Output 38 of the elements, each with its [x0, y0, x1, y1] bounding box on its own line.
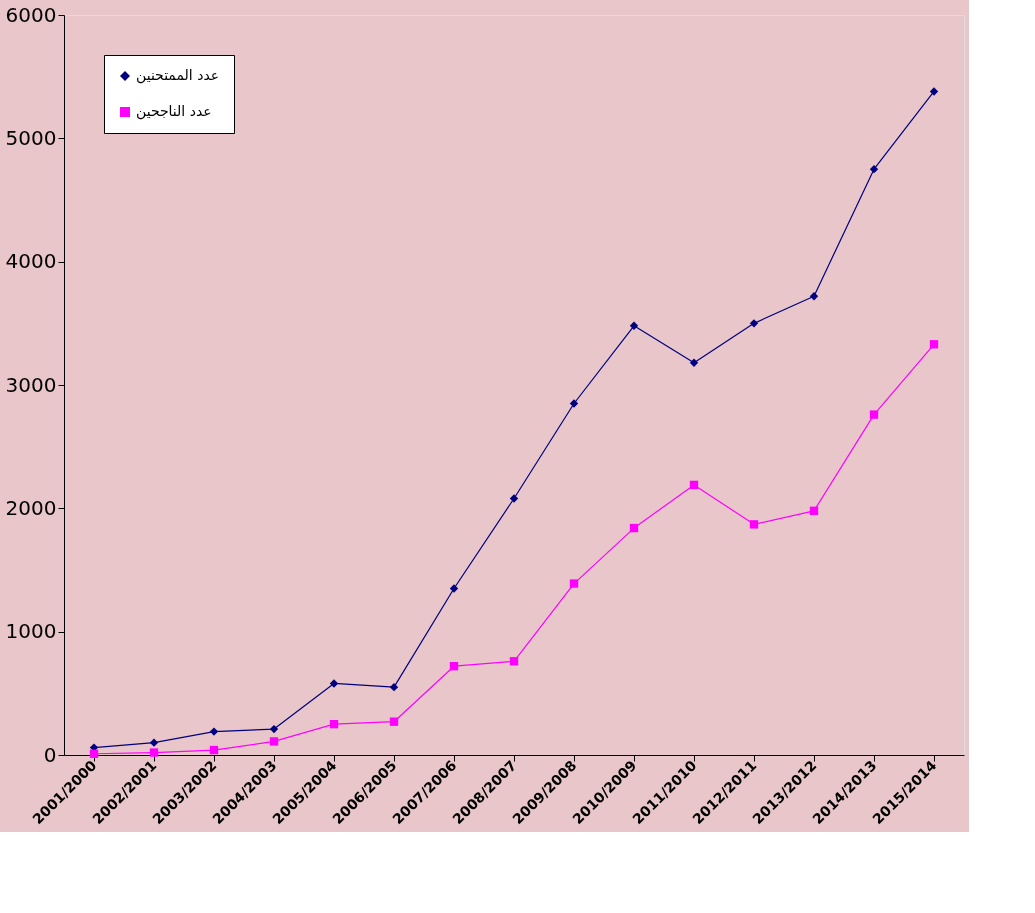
point [389, 682, 399, 692]
point [149, 748, 159, 757]
point [809, 506, 819, 515]
y-tick-label: 1000 [5, 619, 57, 644]
legend-label: عدد الممتحنين [136, 67, 220, 84]
point [749, 520, 759, 529]
point [509, 657, 519, 666]
point [869, 410, 879, 419]
y-tick-label: 2000 [5, 495, 57, 520]
point [209, 727, 219, 736]
point [209, 745, 219, 755]
point [89, 749, 99, 758]
y-tick-label: 0 [43, 742, 57, 767]
y-tick-label: 5000 [5, 125, 57, 150]
point [329, 679, 339, 688]
point [449, 584, 459, 593]
point [569, 579, 579, 588]
y-tick-label: 3000 [5, 372, 57, 397]
point [749, 319, 759, 328]
point [869, 164, 879, 174]
y-tick-label: 6000 [5, 2, 57, 27]
point [269, 737, 279, 746]
point [689, 358, 699, 367]
legend-label: عدد الناجحين [136, 103, 212, 120]
point [929, 340, 939, 349]
point [329, 719, 339, 729]
y-tick-label: 4000 [5, 249, 57, 274]
point [269, 724, 279, 734]
point [689, 480, 699, 490]
point [569, 399, 579, 408]
point [149, 738, 159, 747]
point [929, 87, 939, 96]
point [809, 292, 819, 301]
point [629, 523, 639, 533]
point [629, 321, 639, 330]
point [389, 717, 399, 726]
point [509, 494, 519, 503]
point [449, 662, 459, 671]
